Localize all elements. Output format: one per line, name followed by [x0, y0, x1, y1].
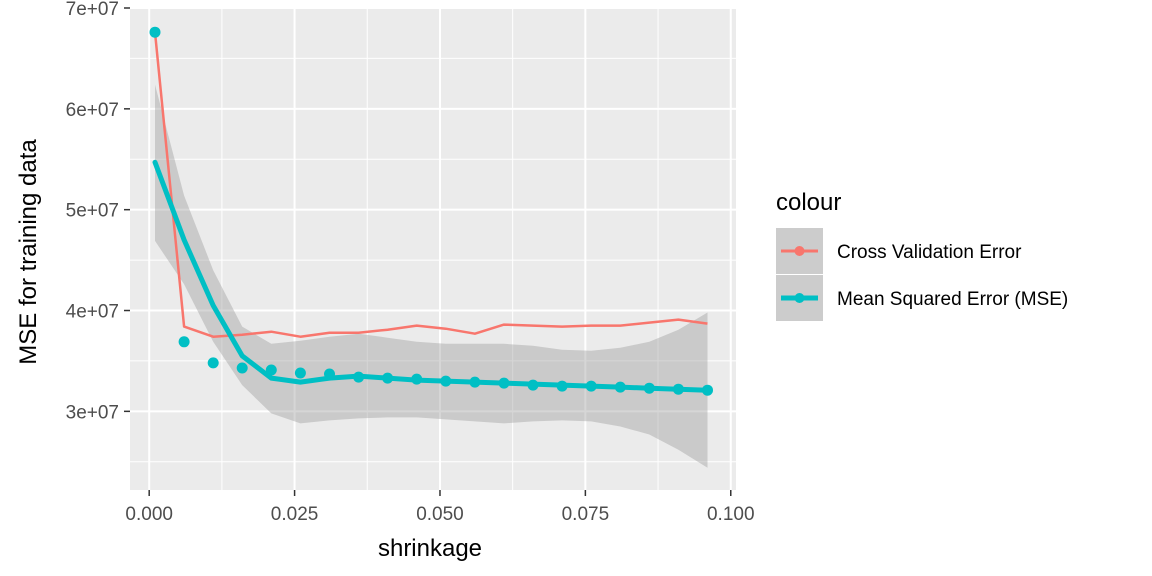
legend-label-mse: Mean Squared Error (MSE): [837, 289, 1068, 310]
plot-panel: [130, 8, 736, 490]
smooth-confidence-band: [155, 84, 708, 468]
legend-label-cv: Cross Validation Error: [837, 242, 1022, 263]
y-tick-label: 4e+07: [66, 302, 119, 323]
confidence-band: [155, 84, 708, 468]
mse-point: [149, 26, 161, 38]
legend: colour Cross Validation Error Mean Squar…: [776, 189, 1068, 321]
cv-error-line: [153, 32, 708, 338]
x-tick-label: 0.075: [562, 504, 610, 525]
x-axis-title: shrinkage: [378, 535, 482, 562]
mse-point: [236, 362, 248, 374]
cv-error-series: [153, 32, 708, 338]
x-axis: 0.000 0.025 0.050 0.075 0.100: [125, 490, 755, 525]
y-tick-label: 7e+07: [66, 0, 119, 20]
legend-item-cv: Cross Validation Error: [776, 228, 1022, 274]
y-axis: 3e+07 4e+07 5e+07 6e+07 7e+07: [66, 0, 130, 423]
legend-item-mse: Mean Squared Error (MSE): [776, 275, 1068, 321]
legend-key-cv-point: [794, 246, 805, 256]
mse-point: [178, 336, 190, 348]
mse-point: [207, 357, 219, 369]
x-tick-label: 0.000: [125, 504, 173, 525]
grid-major: [130, 7, 736, 490]
y-tick-label: 6e+07: [66, 100, 119, 121]
mse-point: [265, 364, 277, 376]
x-tick-label: 0.050: [416, 504, 464, 525]
x-tick-label: 0.100: [707, 504, 755, 525]
legend-key-mse-point: [794, 293, 805, 303]
mse-smooth-line: [152, 159, 710, 393]
grid-minor: [130, 8, 736, 490]
y-tick-label: 3e+07: [66, 402, 119, 423]
y-axis-title: MSE for training data: [15, 139, 42, 365]
legend-title: colour: [776, 189, 841, 216]
x-tick-label: 0.025: [271, 504, 319, 525]
y-tick-label: 5e+07: [66, 201, 119, 222]
mse-smooth-series: [152, 159, 710, 393]
mse-point: [294, 367, 306, 379]
